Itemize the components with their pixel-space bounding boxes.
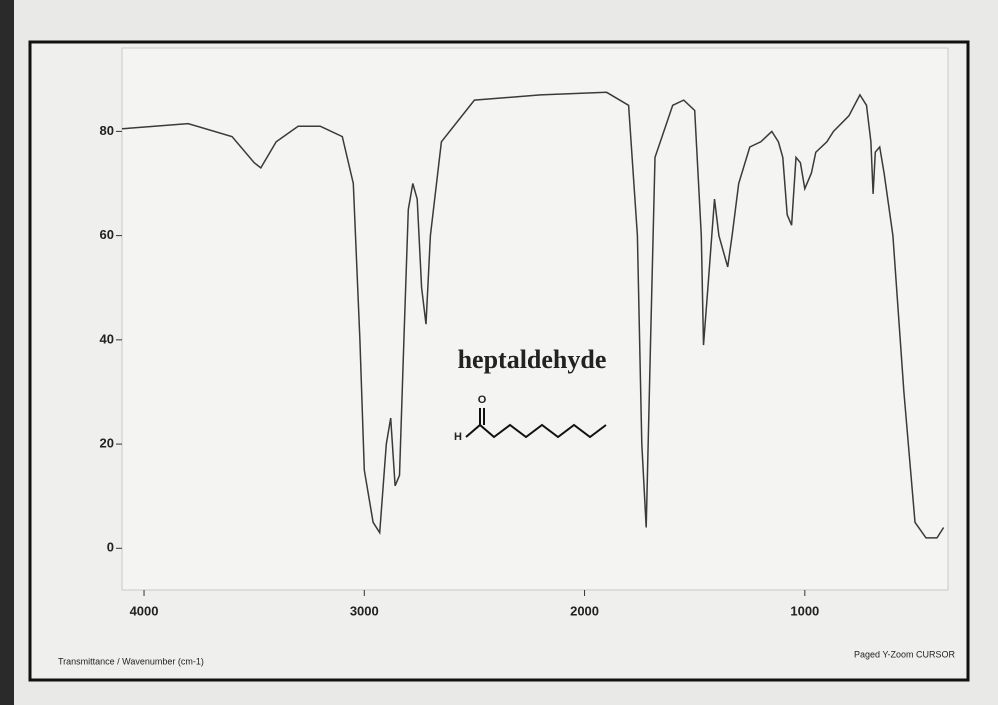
- structure-chain: [465, 423, 607, 439]
- y-tick-label: 20: [100, 436, 114, 451]
- structure-label: O: [478, 394, 487, 406]
- y-tick-label: 80: [100, 123, 114, 138]
- compound-name: heptaldehyde: [458, 345, 607, 374]
- x-axis-label: Transmittance / Wavenumber (cm-1): [58, 656, 204, 666]
- x-tick-label: 2000: [570, 603, 599, 618]
- structure-label: H: [454, 431, 462, 443]
- y-tick-label: 0: [107, 540, 114, 555]
- plot-area: [121, 47, 949, 591]
- x-tick-label: 4000: [130, 603, 159, 618]
- x-tick-label: 1000: [790, 603, 819, 618]
- y-tick-label: 60: [100, 227, 114, 242]
- spectrum-line: [121, 91, 945, 539]
- y-tick-label: 40: [100, 331, 114, 346]
- status-text: Paged Y-Zoom CURSOR: [854, 649, 956, 659]
- bezel: [0, 0, 14, 705]
- x-tick-label: 3000: [350, 603, 379, 618]
